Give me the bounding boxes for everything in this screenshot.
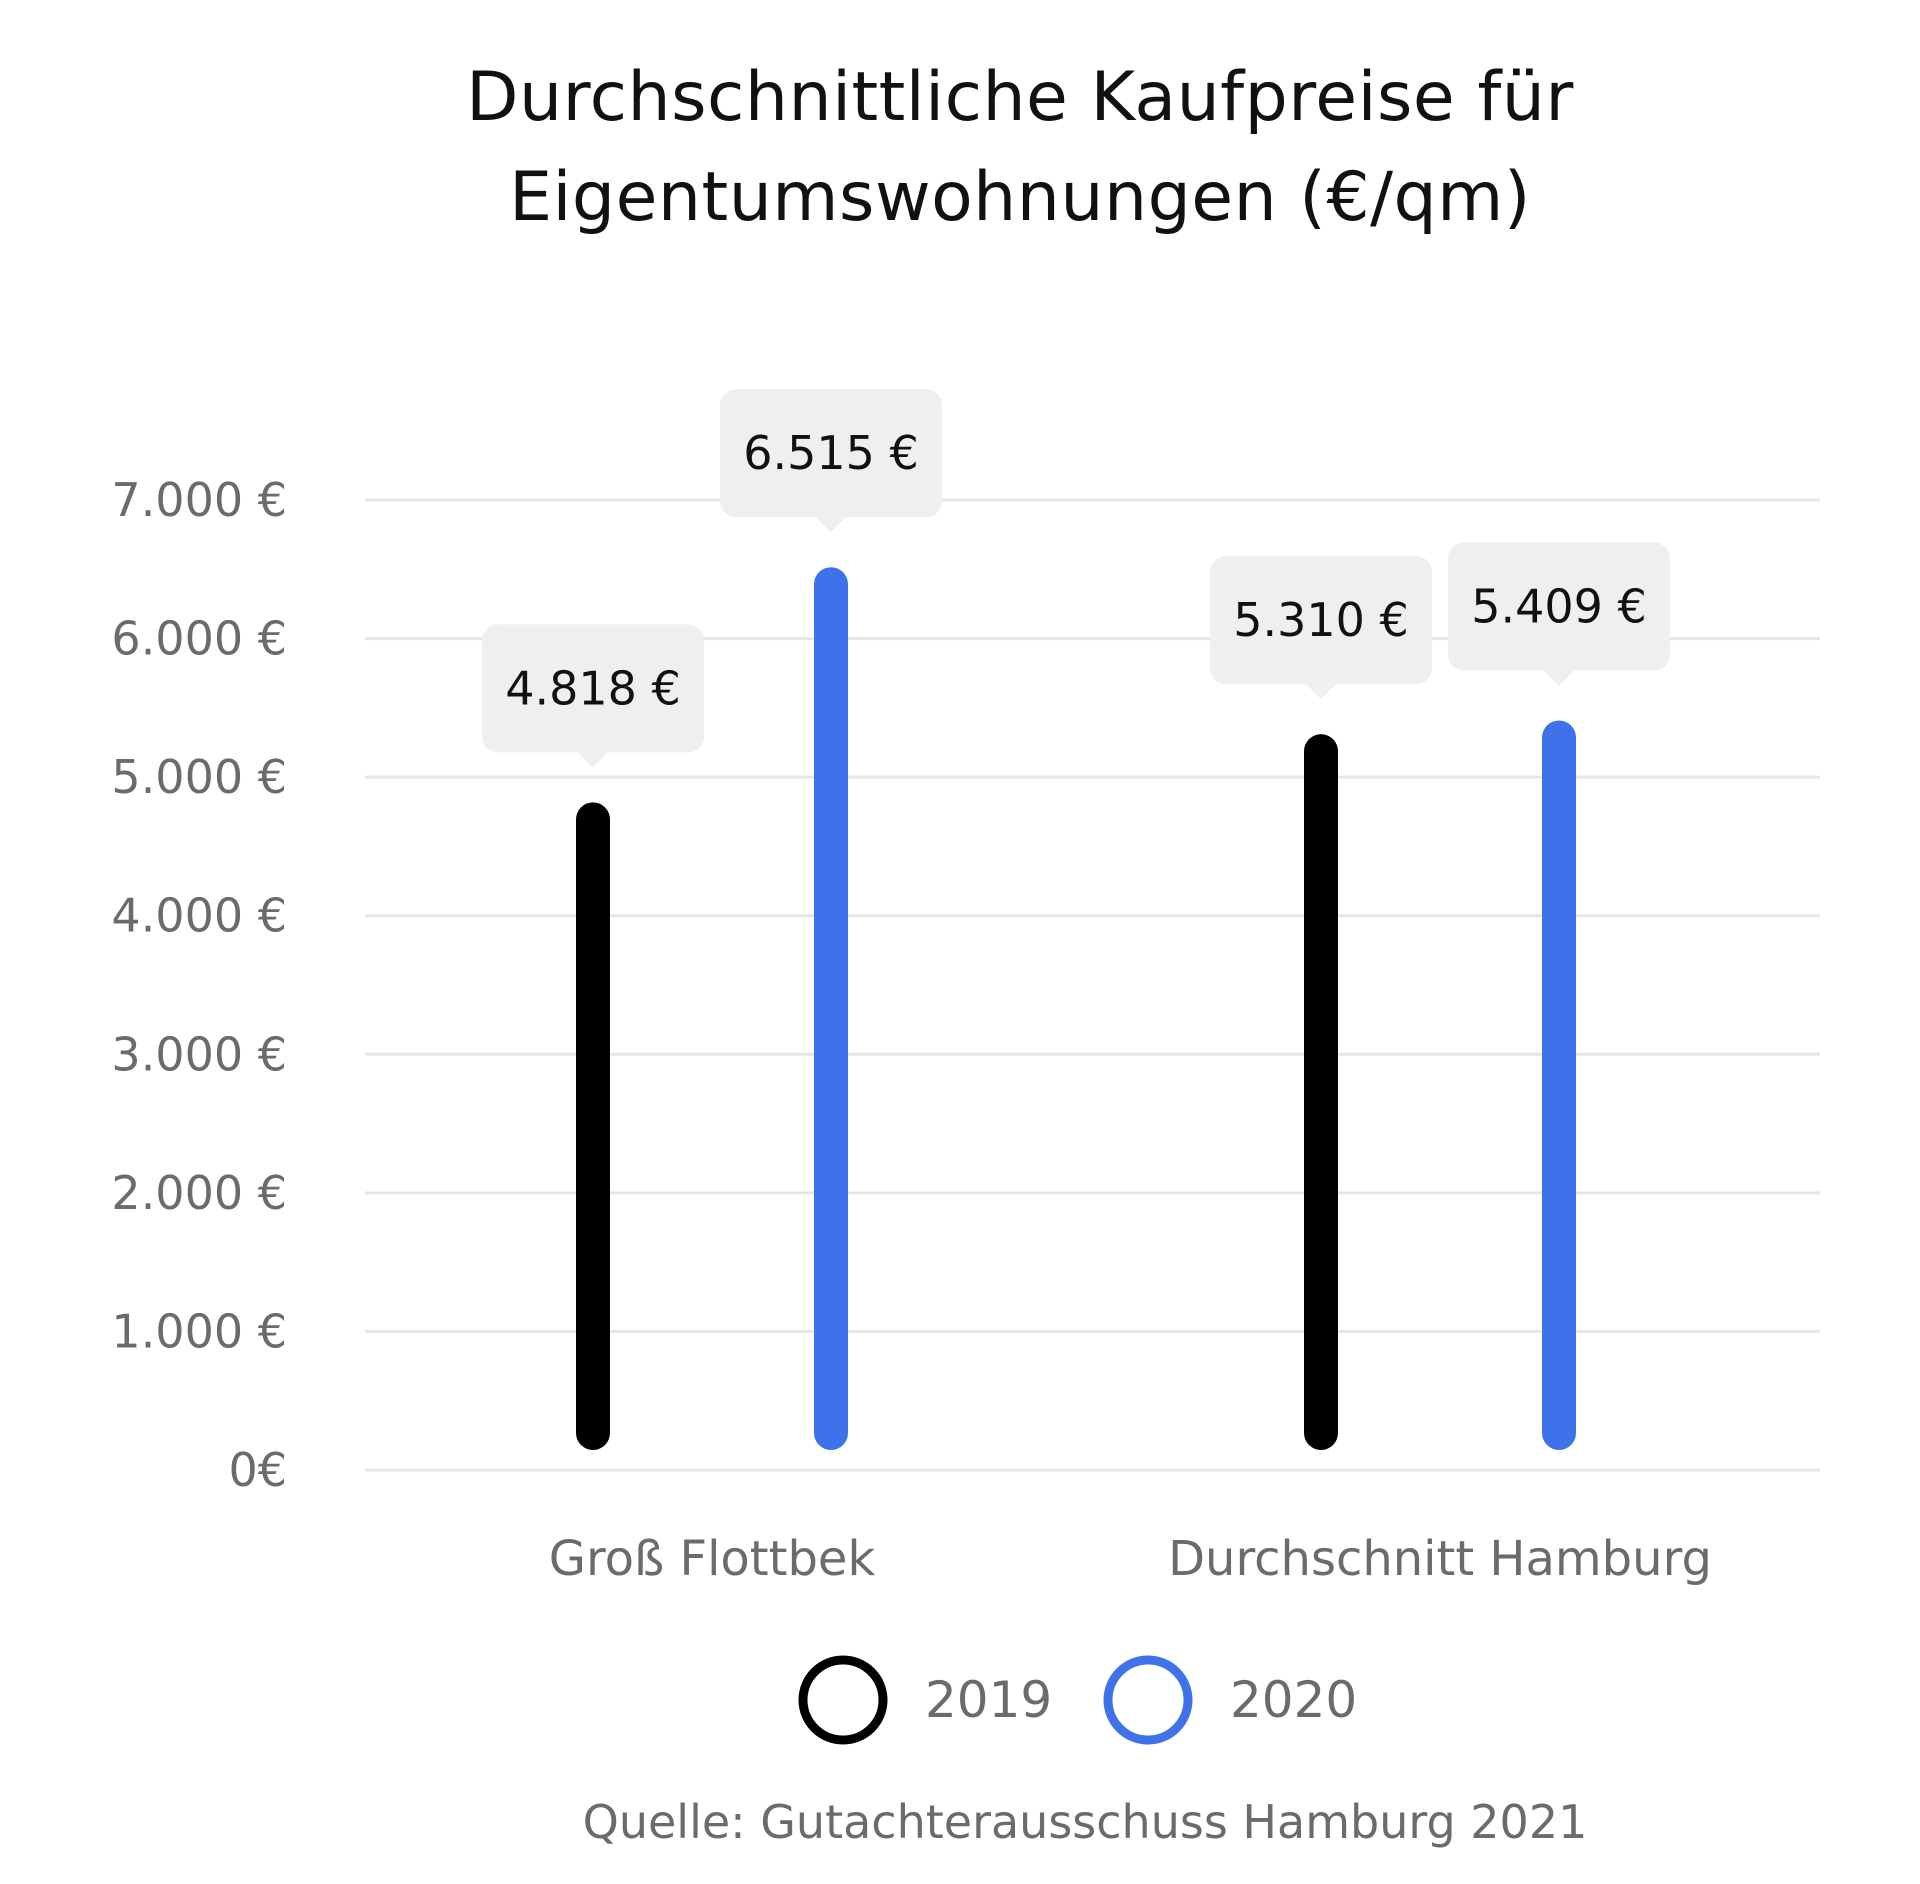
bar (1304, 734, 1338, 1450)
data-label-pointer (1544, 670, 1574, 686)
legend-label: 2020 (1230, 1671, 1357, 1729)
data-label: 5.409 € (1471, 579, 1647, 633)
y-tick-label: 0€ (228, 1443, 287, 1497)
data-label-box (1210, 556, 1432, 685)
y-tick-label: 3.000 € (111, 1027, 287, 1081)
y-tick-label: 7.000 € (111, 473, 287, 527)
legend-marker (798, 1655, 888, 1745)
data-label-box (1448, 542, 1670, 671)
legend-marker (1103, 1655, 1193, 1745)
data-label-pointer (1306, 684, 1336, 700)
y-tick-label: 5.000 € (111, 750, 287, 804)
y-tick-label: 6.000 € (111, 612, 287, 666)
x-tick-label: Durchschnitt Hamburg (1168, 1531, 1712, 1587)
data-label: 4.818 € (505, 661, 681, 715)
data-label: 6.515 € (743, 426, 919, 480)
bar (576, 802, 610, 1450)
bar (1542, 720, 1576, 1450)
y-tick-label: 2.000 € (111, 1166, 287, 1220)
y-tick-label: 4.000 € (111, 889, 287, 943)
y-tick-label: 1.000 € (111, 1304, 287, 1358)
data-label-box (720, 389, 942, 518)
chart-title-line-1: Durchschnittliche Kaufpreise für (466, 58, 1574, 137)
x-tick-label: Groß Flottbek (549, 1531, 876, 1587)
data-label-pointer (816, 517, 846, 533)
source-note: Quelle: Gutachterausschuss Hamburg 2021 (582, 1795, 1588, 1849)
chart-title: Durchschnittliche Kaufpreise für Eigentu… (0, 48, 1920, 248)
data-label-box (482, 624, 704, 753)
bar (814, 567, 848, 1450)
data-label: 5.310 € (1233, 593, 1409, 647)
legend-label: 2019 (925, 1671, 1052, 1729)
chart-title-line-2: Eigentumswohnungen (€/qm) (509, 158, 1531, 237)
data-label-pointer (578, 752, 608, 768)
